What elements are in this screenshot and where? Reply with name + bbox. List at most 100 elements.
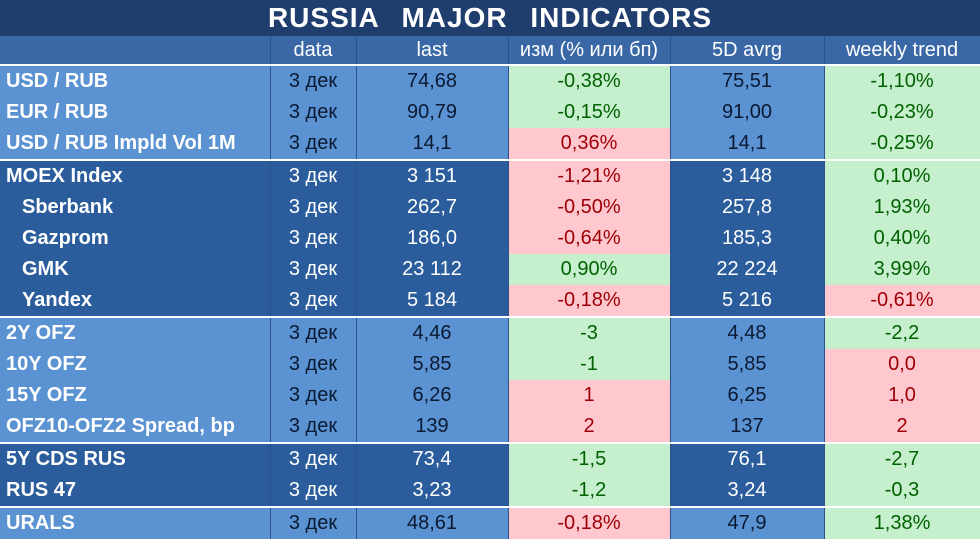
weekly-trend-cell: -1,10%: [824, 65, 980, 97]
avg-5d-cell: 185,3: [670, 223, 825, 254]
header-row: data last изм (% или бп) 5D avrg weekly …: [0, 36, 980, 66]
date-cell: 3 дек: [270, 506, 357, 539]
change-cell: 2: [508, 411, 671, 443]
date-cell: 3 дек: [270, 285, 357, 317]
weekly-trend-cell: 0,0: [824, 349, 980, 380]
table-row: GMK 3 дек 23 112 0,90% 22 224 3,99%: [0, 254, 980, 285]
table-row: RUS 47 3 дек 3,23 -1,2 3,24 -0,3: [0, 475, 980, 507]
change-cell: -0,64%: [508, 223, 671, 254]
change-cell: 0,36%: [508, 128, 671, 160]
indicator-name: 2Y OFZ: [0, 316, 271, 349]
indicator-name: GMK: [0, 254, 271, 285]
avg-5d-cell: 76,1: [670, 442, 825, 475]
weekly-trend-cell: -0,25%: [824, 128, 980, 160]
avg-5d-cell: 5 216: [670, 285, 825, 317]
table-row: 2Y OFZ 3 дек 4,46 -3 4,48 -2,2: [0, 316, 980, 349]
date-cell: 3 дек: [270, 442, 357, 475]
weekly-trend-cell: -0,61%: [824, 285, 980, 317]
table-row: USD / RUB 3 дек 74,68 -0,38% 75,51 -1,10%: [0, 65, 980, 97]
indicator-name: RUS 47: [0, 475, 271, 507]
avg-5d-cell: 257,8: [670, 192, 825, 223]
header-last: last: [356, 36, 509, 66]
date-cell: 3 дек: [270, 223, 357, 254]
avg-5d-cell: 75,51: [670, 65, 825, 97]
weekly-trend-cell: 1,93%: [824, 192, 980, 223]
indicator-name: 5Y CDS RUS: [0, 442, 271, 475]
avg-5d-cell: 47,9: [670, 506, 825, 539]
weekly-trend-cell: 3,99%: [824, 254, 980, 285]
last-value-cell: 14,1: [356, 128, 509, 160]
header-name: [0, 36, 271, 66]
avg-5d-cell: 5,85: [670, 349, 825, 380]
change-cell: -1,5: [508, 442, 671, 475]
avg-5d-cell: 22 224: [670, 254, 825, 285]
avg-5d-cell: 4,48: [670, 316, 825, 349]
last-value-cell: 5 184: [356, 285, 509, 317]
last-value-cell: 48,61: [356, 506, 509, 539]
weekly-trend-cell: -0,23%: [824, 97, 980, 128]
avg-5d-cell: 6,25: [670, 380, 825, 411]
avg-5d-cell: 137: [670, 411, 825, 443]
change-cell: -1,21%: [508, 159, 671, 192]
indicator-name: USD / RUB: [0, 65, 271, 97]
weekly-trend-cell: 2: [824, 411, 980, 443]
avg-5d-cell: 3 148: [670, 159, 825, 192]
last-value-cell: 5,85: [356, 349, 509, 380]
header-date: data: [270, 36, 357, 66]
last-value-cell: 3,23: [356, 475, 509, 507]
last-value-cell: 74,68: [356, 65, 509, 97]
date-cell: 3 дек: [270, 411, 357, 443]
avg-5d-cell: 91,00: [670, 97, 825, 128]
table-row: URALS 3 дек 48,61 -0,18% 47,9 1,38%: [0, 506, 980, 539]
indicator-name: OFZ10-OFZ2 Spread, bp: [0, 411, 271, 443]
indicator-name: Yandex: [0, 285, 271, 317]
last-value-cell: 23 112: [356, 254, 509, 285]
weekly-trend-cell: 1,0: [824, 380, 980, 411]
weekly-trend-cell: -2,7: [824, 442, 980, 475]
date-cell: 3 дек: [270, 380, 357, 411]
indicator-name: 10Y OFZ: [0, 349, 271, 380]
avg-5d-cell: 14,1: [670, 128, 825, 160]
change-cell: 1: [508, 380, 671, 411]
indicator-name: EUR / RUB: [0, 97, 271, 128]
change-cell: -3: [508, 316, 671, 349]
indicators-table: data last изм (% или бп) 5D avrg weekly …: [0, 36, 980, 539]
weekly-trend-cell: -2,2: [824, 316, 980, 349]
table-row: MOEX Index 3 дек 3 151 -1,21% 3 148 0,10%: [0, 159, 980, 192]
header-change: изм (% или бп): [508, 36, 671, 66]
table-row: 5Y CDS RUS 3 дек 73,4 -1,5 76,1 -2,7: [0, 442, 980, 475]
avg-5d-cell: 3,24: [670, 475, 825, 507]
last-value-cell: 139: [356, 411, 509, 443]
indicator-name: URALS: [0, 506, 271, 539]
indicator-name: 15Y OFZ: [0, 380, 271, 411]
date-cell: 3 дек: [270, 65, 357, 97]
date-cell: 3 дек: [270, 128, 357, 160]
date-cell: 3 дек: [270, 475, 357, 507]
change-cell: -0,50%: [508, 192, 671, 223]
weekly-trend-cell: 0,10%: [824, 159, 980, 192]
table-row: EUR / RUB 3 дек 90,79 -0,15% 91,00 -0,23%: [0, 97, 980, 128]
change-cell: -0,18%: [508, 506, 671, 539]
date-cell: 3 дек: [270, 316, 357, 349]
change-cell: -1: [508, 349, 671, 380]
last-value-cell: 4,46: [356, 316, 509, 349]
page-title: RUSSIA MAJOR INDICATORS: [0, 0, 980, 36]
change-cell: 0,90%: [508, 254, 671, 285]
indicator-name: USD / RUB Impld Vol 1M: [0, 128, 271, 160]
table-row: OFZ10-OFZ2 Spread, bp 3 дек 139 2 137 2: [0, 411, 980, 443]
last-value-cell: 73,4: [356, 442, 509, 475]
table-row: Yandex 3 дек 5 184 -0,18% 5 216 -0,61%: [0, 285, 980, 317]
change-cell: -0,38%: [508, 65, 671, 97]
header-weekly-trend: weekly trend: [824, 36, 980, 66]
table-row: USD / RUB Impld Vol 1M 3 дек 14,1 0,36% 14,1…: [0, 128, 980, 160]
table-row: Gazprom 3 дек 186,0 -0,64% 185,3 0,40%: [0, 223, 980, 254]
change-cell: -0,15%: [508, 97, 671, 128]
date-cell: 3 дек: [270, 97, 357, 128]
indicator-name: MOEX Index: [0, 159, 271, 192]
weekly-trend-cell: -0,3: [824, 475, 980, 507]
date-cell: 3 дек: [270, 159, 357, 192]
table-row: 10Y OFZ 3 дек 5,85 -1 5,85 0,0: [0, 349, 980, 380]
date-cell: 3 дек: [270, 254, 357, 285]
last-value-cell: 3 151: [356, 159, 509, 192]
change-cell: -0,18%: [508, 285, 671, 317]
